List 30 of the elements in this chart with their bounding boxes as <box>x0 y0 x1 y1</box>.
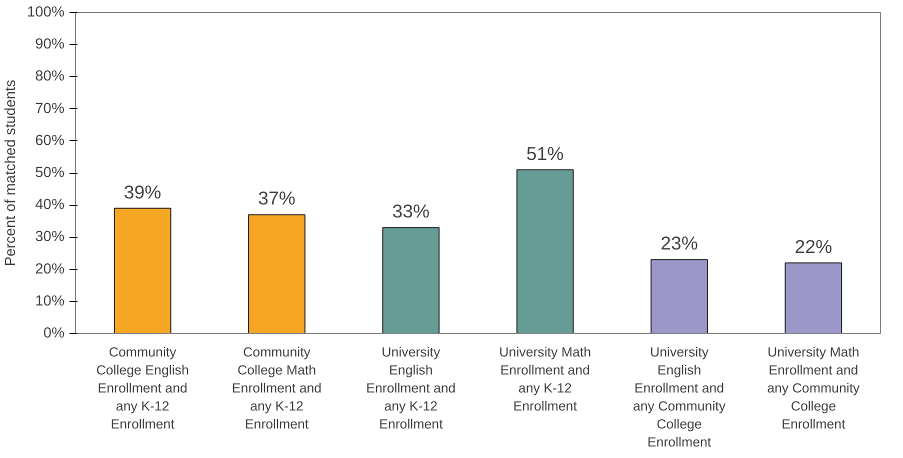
bar <box>650 259 708 334</box>
y-tick-label: 30% <box>35 229 65 246</box>
y-tick-label: 0% <box>43 326 65 342</box>
y-tick-label: 10% <box>35 293 65 310</box>
y-tick-label: 60% <box>35 132 65 149</box>
bar <box>114 208 172 334</box>
x-tick-label: Community College English Enrollment and any K-12 Enrollment <box>96 344 189 432</box>
y-tick-label: 80% <box>35 68 65 85</box>
x-tick-label: University English Enrollment and any Community College Enrollment <box>632 344 726 450</box>
data-label: 23% <box>660 232 698 254</box>
y-tick-label: 20% <box>35 261 65 278</box>
y-tick-label: 50% <box>35 165 65 181</box>
y-tick-label: 100% <box>27 4 65 20</box>
y-axis-title: Percent of matched students <box>3 80 20 266</box>
data-label: 37% <box>258 188 296 209</box>
x-tick-label: University Math Enrollment and any K-12 Enrollment <box>499 344 592 414</box>
x-tick-label: Community College Math Enrollment and any K-12 Enrollment <box>232 344 322 432</box>
x-tick-label: University English Enrollment and any K-12 Enrollment <box>366 344 456 432</box>
y-tick-label: 90% <box>35 36 65 53</box>
bar <box>516 169 574 334</box>
data-label: 22% <box>794 236 832 257</box>
y-tick-label: 40% <box>35 197 65 214</box>
data-label: 33% <box>392 200 430 222</box>
x-tick-label: University Math Enrollment and any Community College Enrollment <box>767 344 860 432</box>
data-label: 51% <box>526 142 564 164</box>
bar <box>248 214 306 334</box>
bar <box>382 227 440 334</box>
bar <box>784 262 842 334</box>
y-tick-label: 70% <box>35 100 65 117</box>
data-label: 39% <box>124 181 162 202</box>
